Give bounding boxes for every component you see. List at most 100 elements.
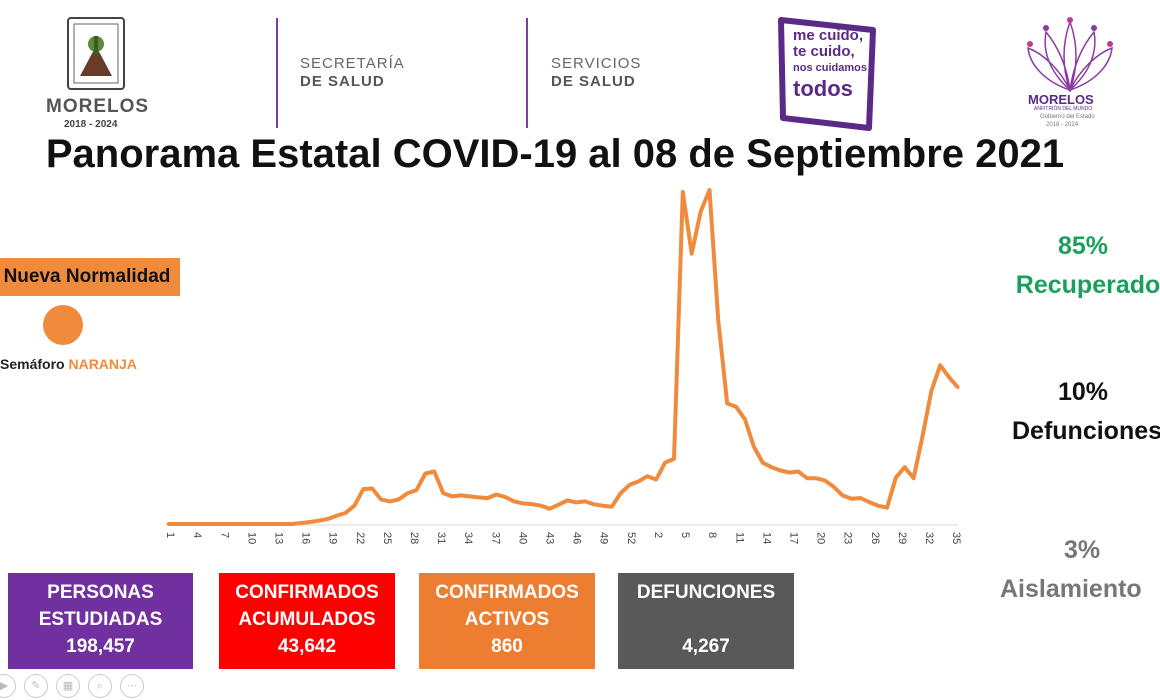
pen-icon[interactable]: ✎	[24, 674, 48, 698]
defunciones-box: DEFUNCIONES 4,267	[618, 573, 794, 669]
box1-value: 198,457	[66, 636, 135, 657]
data-point	[672, 457, 676, 461]
data-point	[894, 476, 898, 479]
data-point	[929, 389, 933, 393]
data-point	[246, 522, 250, 526]
x-tick-label: 49	[598, 532, 610, 544]
campaign-line1: me cuido,	[793, 27, 864, 44]
data-point	[574, 500, 578, 504]
x-tick-label: 40	[516, 532, 528, 544]
x-tick-label: 17	[787, 532, 799, 544]
x-tick-label: 28	[408, 532, 420, 544]
data-point	[494, 493, 498, 496]
data-point	[521, 501, 525, 505]
data-point	[903, 465, 907, 469]
data-point	[477, 495, 481, 499]
data-point	[699, 210, 703, 214]
isolation-pct: 3%	[1064, 536, 1101, 564]
data-point	[388, 499, 392, 503]
nueva-normalidad-badge: Nueva Normalidad	[0, 258, 180, 296]
box3-label2: ACTIVOS	[464, 609, 550, 630]
x-tick-label: 25	[381, 532, 393, 544]
x-tick-label: 22	[354, 532, 366, 544]
flower-logo-sub: Gobierno del Estado	[1040, 114, 1095, 120]
slides-icon[interactable]: ▦	[56, 674, 80, 698]
data-point	[601, 504, 605, 508]
data-point	[370, 487, 374, 490]
personas-estudiadas-box: PERSONAS ESTUDIADAS 198,457	[8, 573, 193, 669]
x-tick-label: 7	[218, 532, 230, 538]
box3-value: 860	[491, 636, 523, 657]
zoom-icon[interactable]: ⌕	[88, 674, 112, 698]
flower-logo-name: MORELOS	[1028, 92, 1094, 107]
data-point	[690, 252, 694, 256]
x-tick-label: 13	[273, 532, 285, 544]
box2-value: 43,642	[277, 636, 337, 657]
data-point	[716, 319, 720, 323]
dept-servicios: SERVICIOS DE SALUD	[551, 55, 641, 91]
data-point	[814, 476, 818, 480]
campaign-line4: todos	[793, 76, 853, 101]
semaforo-label: Semáforo NARANJA	[0, 356, 137, 372]
semaforo-text: Semáforo	[0, 356, 65, 372]
data-point	[876, 504, 880, 508]
recovered-label: Recuperados	[1015, 271, 1160, 299]
data-point	[725, 402, 729, 405]
data-point	[912, 476, 916, 480]
page-title: Panorama Estatal COVID-19 al 08 de Septi…	[45, 132, 1065, 176]
play-icon[interactable]: ▶	[0, 674, 16, 698]
data-point	[379, 497, 383, 501]
isolation-label: Aislamiento	[1000, 575, 1142, 603]
semaforo-color-text: NARANJA	[68, 356, 137, 372]
data-point	[841, 493, 845, 497]
x-tick-label: 29	[896, 532, 908, 544]
x-tick-label: 5	[679, 532, 691, 538]
data-point	[184, 522, 188, 526]
data-point	[193, 522, 197, 526]
x-tick-label: 8	[706, 532, 718, 538]
data-point	[264, 522, 268, 526]
series-line	[168, 188, 960, 526]
more-icon[interactable]: ⋯	[120, 674, 144, 698]
box2-label2: ACUMULADOS	[238, 609, 376, 630]
flower-logo-tagline: ANFITRIÓN DEL MUNDO	[1034, 106, 1093, 112]
confirmados-acumulados-box: CONFIRMADOS ACUMULADOS 43,642	[219, 573, 395, 669]
data-point	[317, 519, 321, 523]
data-point	[832, 485, 836, 489]
deaths-stat: 10% Defunciones	[1012, 378, 1160, 446]
data-point	[761, 461, 765, 465]
data-point	[281, 522, 285, 526]
data-point	[308, 520, 312, 524]
data-point	[636, 480, 640, 483]
data-point	[512, 499, 516, 503]
data-point	[734, 405, 738, 409]
data-point	[486, 496, 490, 500]
data-point	[956, 386, 960, 389]
x-tick-label: 37	[489, 532, 501, 544]
box4-label1: DEFUNCIONES	[636, 582, 776, 603]
data-point	[823, 479, 827, 482]
data-point	[583, 499, 587, 503]
covid-line-chart: 1 4 7 10 13 16 19 22 25 28 31 34 37 40 43 46 49 52 2 5 8 11 14…	[164, 188, 962, 544]
semaforo-dot-icon	[43, 305, 83, 345]
box1-label1: PERSONAS	[47, 582, 154, 603]
dept-secretaria: SECRETARÍA DE SALUD	[300, 55, 405, 91]
x-tick-label: 16	[300, 532, 312, 544]
data-point	[228, 522, 232, 526]
data-point	[619, 491, 623, 495]
data-point	[654, 478, 658, 481]
data-point	[397, 497, 401, 501]
flower-logo-years: 2018 - 2024	[1046, 122, 1079, 128]
dept2-line2: DE SALUD	[551, 73, 636, 90]
divider-2	[526, 18, 528, 128]
data-point	[415, 488, 418, 492]
data-point	[708, 188, 711, 192]
data-point	[770, 465, 774, 469]
data-point	[610, 505, 614, 509]
data-point	[237, 522, 241, 526]
data-point	[663, 461, 667, 465]
x-tick-label: 2	[652, 532, 664, 538]
data-point	[557, 503, 561, 507]
campaign-line3: nos cuidamos	[793, 62, 867, 74]
data-point	[921, 434, 924, 438]
